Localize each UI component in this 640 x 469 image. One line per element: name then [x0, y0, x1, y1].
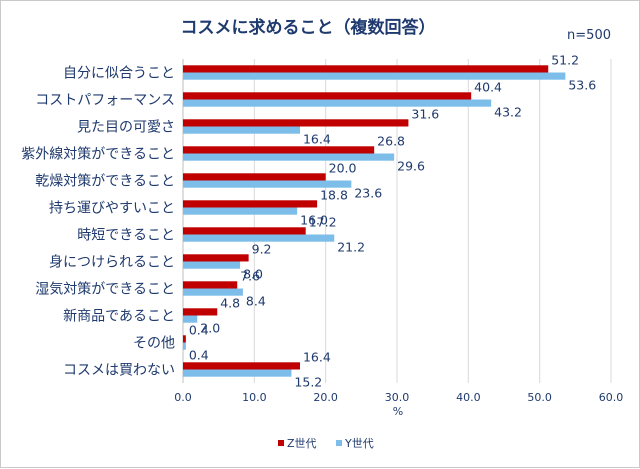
data-label: 17.2: [309, 214, 337, 229]
bar-z: [183, 65, 549, 73]
bar-z: [183, 173, 326, 181]
data-label: 53.6: [568, 78, 596, 93]
bar-z: [183, 254, 249, 262]
bar-z: [183, 281, 238, 289]
bar-z: [183, 119, 409, 127]
data-label: 31.6: [411, 106, 439, 121]
bar-y: [183, 261, 241, 269]
gridlines: [182, 59, 612, 383]
bar-z: [183, 92, 472, 100]
category-label: 湿気対策ができること: [35, 281, 175, 298]
bar-z: [183, 200, 318, 208]
data-label: 26.8: [377, 133, 405, 148]
legend-swatch: [336, 440, 342, 446]
bar-y: [183, 342, 186, 350]
bar-y: [183, 153, 395, 161]
x-tick-label: 30.0: [385, 391, 410, 404]
category-label: 見た目の可愛さ: [77, 120, 175, 136]
bar-y: [183, 207, 298, 215]
category-label: 新商品であること: [63, 309, 175, 325]
data-label: 40.4: [474, 79, 502, 94]
labels: 0.0 10.0 20.0 30.0 40.0 50.0 60.0 自分に似合うこと 51.2 5…: [21, 52, 623, 404]
data-label: 9.2: [252, 241, 272, 256]
data-label: 15.2: [294, 375, 322, 390]
legend-label: Z世代: [287, 437, 317, 450]
category-label: コスメは買わない: [63, 363, 175, 379]
category-label: 乾燥対策ができること: [35, 173, 175, 190]
x-tick-label: 40.0: [456, 391, 481, 404]
bar-z: [183, 308, 218, 316]
category-label: コストパフォーマンス: [35, 93, 175, 109]
x-axis-label: %: [393, 405, 403, 418]
data-label: 2.0: [200, 321, 220, 336]
bar-z: [183, 227, 306, 235]
bar-y: [183, 234, 335, 242]
data-label: 0.4: [189, 348, 209, 363]
data-label: 51.2: [551, 52, 579, 67]
data-label: 4.8: [220, 295, 240, 310]
x-tick-label: 0.0: [174, 391, 192, 404]
data-label: 20.0: [329, 160, 357, 175]
x-tick-label: 60.0: [599, 391, 624, 404]
bars: [183, 65, 566, 377]
bar-y: [183, 126, 300, 134]
data-label: 8.0: [243, 267, 263, 282]
category-label: 自分に似合うこと: [63, 66, 175, 82]
category-label: その他: [133, 336, 175, 352]
data-label: 16.0: [300, 213, 328, 228]
bar-y: [183, 315, 198, 323]
x-tick-label: 10.0: [242, 391, 267, 404]
legend-swatch: [278, 440, 284, 446]
chart-title: コスメに求めること（複数回答）: [181, 17, 436, 38]
category-label: 持ち運びやすいこと: [49, 201, 175, 217]
legend: Z世代 Y世代: [278, 437, 374, 450]
category-label: 時短できること: [77, 228, 175, 244]
category-label: 身につけられること: [49, 255, 175, 271]
x-tick-label: 50.0: [527, 391, 552, 404]
bar-z: [183, 362, 300, 370]
bar-y: [183, 99, 492, 107]
bar-z: [183, 146, 375, 154]
data-label: 21.2: [337, 240, 365, 255]
data-label: 23.6: [354, 186, 382, 201]
bar-y: [183, 180, 352, 188]
data-label: 16.4: [303, 349, 331, 364]
bar-z: [183, 335, 186, 343]
data-label: 16.4: [303, 132, 331, 147]
legend-label: Y世代: [344, 437, 374, 450]
bar-y: [183, 288, 243, 296]
data-label: 7.6: [240, 268, 260, 283]
data-label: 18.8: [320, 187, 348, 202]
data-label: 43.2: [494, 105, 522, 120]
sample-size-note: n=500: [567, 28, 611, 43]
data-label: 29.6: [397, 159, 425, 174]
data-label: 8.4: [246, 294, 266, 309]
bar-y: [183, 72, 566, 80]
bar-y: [183, 369, 292, 377]
data-label: 0.4: [189, 322, 209, 337]
category-label: 紫外線対策ができること: [21, 146, 175, 163]
x-tick-label: 20.0: [313, 391, 338, 404]
